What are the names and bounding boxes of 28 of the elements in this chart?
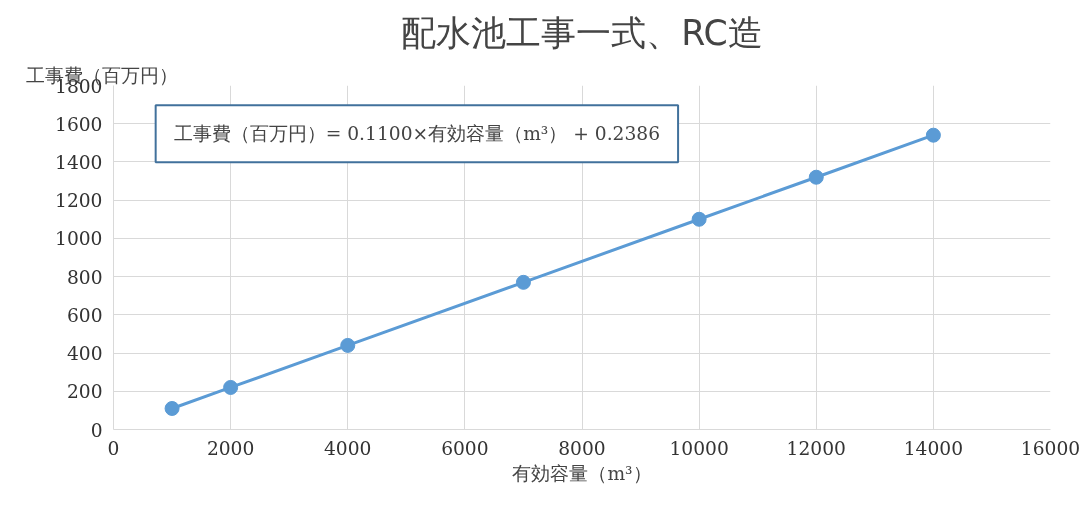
y-tick-label: 1000: [55, 228, 103, 250]
x-tick-label: 10000: [669, 437, 729, 459]
x-tick-label: 12000: [786, 437, 846, 459]
y-tick-label: 1400: [55, 151, 103, 173]
x-tick-label: 6000: [441, 437, 489, 459]
point: [164, 400, 180, 416]
y-tick-label: 200: [66, 381, 103, 403]
x-tick-label: 8000: [558, 437, 606, 459]
y-tick-label: 600: [66, 304, 103, 326]
point: [223, 379, 239, 395]
y-tick-label: 1200: [55, 190, 103, 212]
point: [808, 169, 824, 185]
point: [925, 127, 941, 143]
y-tick-label: 1600: [55, 113, 103, 135]
annotation: 工事費（百万円）= 0.1100×有効容量（m³） + 0.2386: [173, 123, 661, 145]
x-tick-label: 16000: [1020, 437, 1081, 459]
y-tick-label: 0: [90, 419, 103, 441]
x-tick-label: 0: [107, 437, 120, 459]
x-axis-title: 有効容量（m³）: [512, 462, 652, 484]
x-tick-label: 4000: [324, 437, 372, 459]
y-tick-label: 800: [66, 266, 103, 288]
y-tick-label: 400: [66, 343, 103, 365]
point: [515, 274, 531, 290]
x-tick-label: 2000: [206, 437, 255, 459]
point: [691, 211, 707, 227]
chart-title: 配水池工事一式、RC造: [401, 12, 763, 53]
point: [340, 337, 356, 353]
x-tick-label: 14000: [903, 437, 964, 459]
